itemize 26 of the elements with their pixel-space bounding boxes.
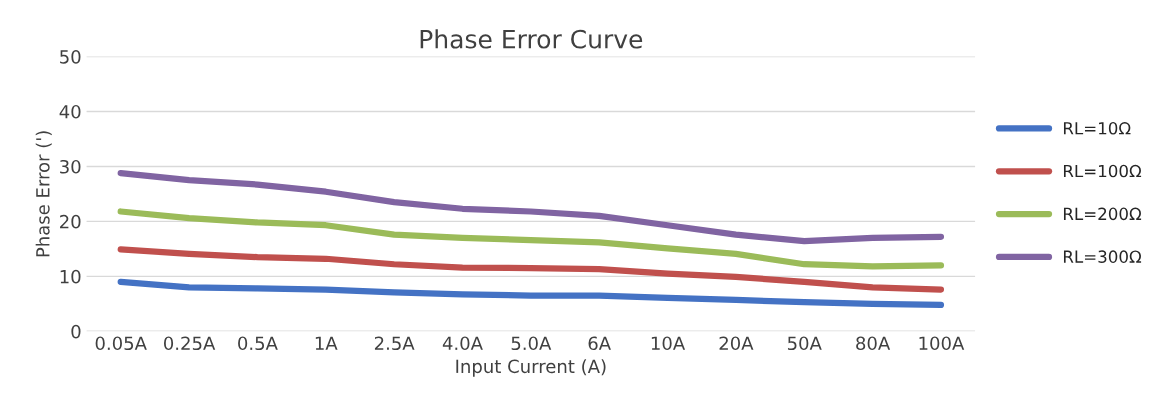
x-tick-label: 2.5A xyxy=(374,336,415,351)
y-tick-label: 10 xyxy=(60,269,81,284)
y-tick-label: 0 xyxy=(71,324,81,339)
x-tick-label: 1A xyxy=(315,336,338,350)
legend-label: RL=200Ω xyxy=(1063,207,1142,221)
y-tick-label: 20 xyxy=(60,214,81,229)
x-tick-label: 10A xyxy=(651,336,686,351)
x-axis-title: Input Current (A) xyxy=(456,359,606,377)
legend-label: RL=100Ω xyxy=(1063,164,1142,178)
x-tick-label: 0.05A xyxy=(95,336,147,351)
x-tick-label: 5.0A xyxy=(511,336,552,351)
legend-label: RL=10Ω xyxy=(1063,121,1131,135)
x-tick-label: 20A xyxy=(719,336,754,351)
x-tick-label: 0.25A xyxy=(163,336,216,351)
y-tick-label: 50 xyxy=(60,50,81,64)
x-tick-label: 100A xyxy=(919,336,965,351)
x-tick-label: 4.0A xyxy=(442,336,483,351)
legend-label: RL=300Ω xyxy=(1063,250,1142,263)
y-tick-label: 40 xyxy=(59,104,81,119)
y-axis-title: Phase Error (') xyxy=(35,131,52,257)
x-tick-label: 6A xyxy=(588,336,611,351)
chart-title: Phase Error Curve xyxy=(420,29,643,49)
y-tick-label: 30 xyxy=(60,159,81,174)
x-tick-label: 0.5A xyxy=(238,336,278,351)
x-tick-label: 50A xyxy=(787,336,822,351)
x-tick-label: 80A xyxy=(856,336,891,351)
